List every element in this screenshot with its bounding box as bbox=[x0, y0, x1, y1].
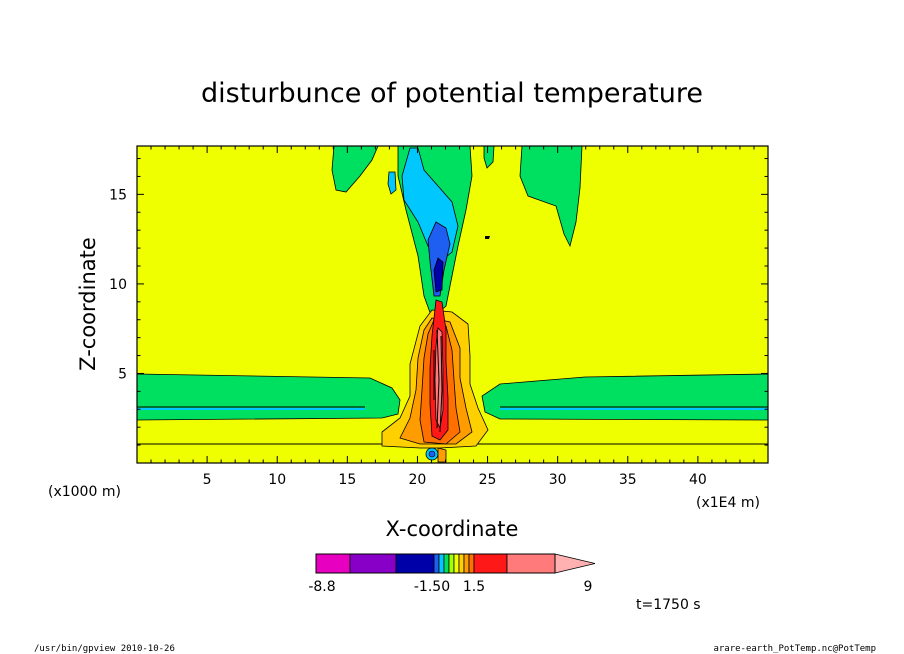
y-axis: 5 10 15 bbox=[109, 158, 768, 446]
contour-green-plume-right bbox=[519, 145, 583, 248]
x-tick-label: 35 bbox=[619, 472, 637, 488]
colorbar-label: 1.5 bbox=[463, 579, 485, 595]
colorbar-segment bbox=[438, 553, 445, 574]
time-label: t=1750 s bbox=[636, 597, 701, 613]
colorbar-segment bbox=[395, 553, 435, 574]
colorbar-segment bbox=[506, 553, 556, 574]
x-tick-label: 25 bbox=[479, 472, 497, 488]
colorbar-label: 9 bbox=[584, 579, 593, 595]
x-tick-label: 30 bbox=[549, 472, 567, 488]
x-axis-label: X-coordinate bbox=[386, 517, 519, 541]
colorbar-extend-triangle bbox=[554, 553, 596, 574]
footer-right: arare-earth_PotTemp.nc@PotTemp bbox=[713, 644, 876, 654]
contour-speck bbox=[485, 236, 490, 239]
contour-green-band-left bbox=[136, 373, 401, 421]
contour-darkblue-core bbox=[433, 257, 444, 293]
colorbar-segment bbox=[458, 553, 465, 574]
x-tick-label: 5 bbox=[203, 472, 212, 488]
x-axis: 5 10 15 20 25 30 35 40 bbox=[150, 146, 755, 488]
x-tick-label: 40 bbox=[689, 472, 707, 488]
colorbar-segment bbox=[315, 553, 351, 574]
y-axis-label: Z-coordinate bbox=[76, 237, 100, 371]
colorbar-segment bbox=[453, 553, 460, 574]
colorbar-label: -1.50 bbox=[414, 579, 450, 595]
colorbar-label: -8.8 bbox=[308, 579, 335, 595]
chart-title: disturbunce of potential temperature bbox=[201, 78, 703, 109]
x-tick-label: 10 bbox=[268, 472, 286, 488]
footer-left: /usr/bin/gpview 2010-10-26 bbox=[34, 644, 175, 654]
y-tick-label: 10 bbox=[109, 277, 127, 293]
contour-cyan-small bbox=[387, 171, 397, 195]
colorbar-segment bbox=[473, 553, 508, 574]
x-tick-label: 15 bbox=[338, 472, 356, 488]
x-unit-label: (x1E4 m) bbox=[696, 495, 760, 511]
contour-green-plume-left bbox=[331, 145, 379, 193]
plot-area bbox=[136, 145, 769, 463]
contour-bottom-blue bbox=[428, 450, 436, 458]
colorbar-segment bbox=[463, 553, 470, 574]
x-tick-label: 20 bbox=[409, 472, 427, 488]
colorbar-segment bbox=[443, 553, 450, 574]
y-unit-label: (x1000 m) bbox=[48, 484, 121, 500]
colorbar-segment bbox=[433, 553, 440, 574]
contour-lines-core bbox=[433, 329, 443, 433]
y-tick-label: 15 bbox=[109, 187, 127, 203]
colorbar: -8.8 -1.50 1.5 9 bbox=[308, 553, 596, 595]
colorbar-segment bbox=[468, 553, 475, 574]
plot-frame bbox=[136, 145, 769, 464]
colorbar-segment bbox=[349, 553, 397, 574]
contour-bottom-orange bbox=[437, 447, 447, 463]
y-tick-label: 5 bbox=[118, 366, 127, 382]
colorbar-segment bbox=[448, 553, 455, 574]
colorbar-frame bbox=[315, 553, 556, 574]
